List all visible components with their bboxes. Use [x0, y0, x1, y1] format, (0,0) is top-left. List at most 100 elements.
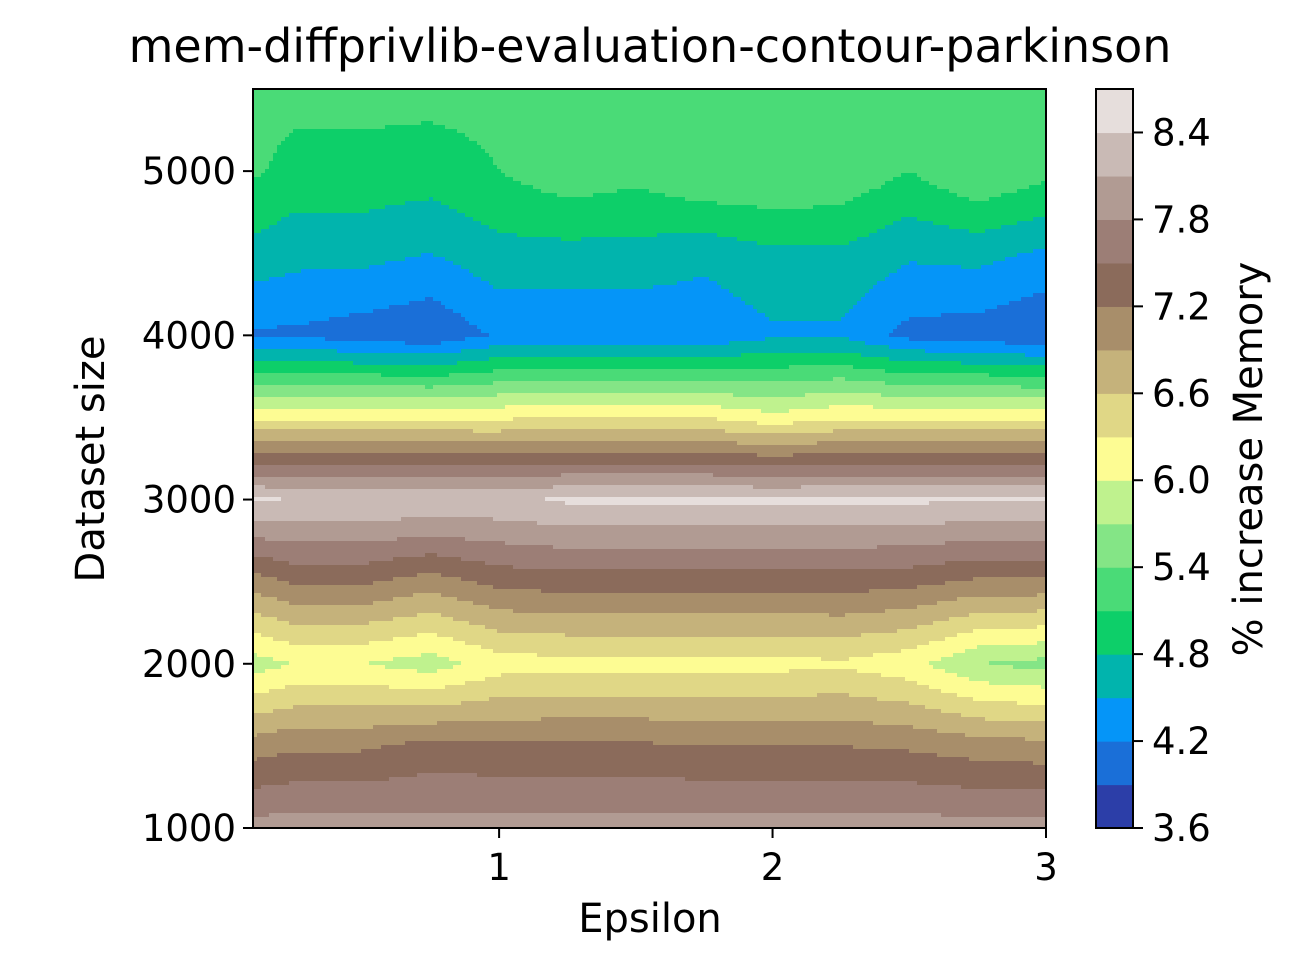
contour-cell	[449, 373, 990, 378]
contour-cell	[973, 577, 1046, 582]
contour-cell	[857, 237, 1046, 242]
contour-cell	[393, 617, 454, 622]
contour-cell	[989, 373, 1046, 378]
contour-cell	[541, 717, 650, 722]
contour-cell	[481, 145, 1046, 150]
contour-cell	[253, 817, 1046, 822]
contour-cell	[501, 169, 1046, 174]
contour-cell	[253, 633, 262, 638]
contour-cell	[337, 349, 462, 354]
contour-cell	[253, 97, 1046, 102]
contour-cell	[441, 341, 730, 346]
contour-cell	[985, 229, 1046, 234]
contour-cell	[301, 269, 470, 274]
contour-cell	[253, 89, 1046, 94]
contour-cell	[473, 429, 502, 434]
contour-cell	[873, 653, 954, 658]
contour-cell	[945, 541, 1046, 546]
contour-cell	[253, 381, 494, 386]
contour-cell	[437, 633, 566, 638]
contour-cell	[565, 633, 862, 638]
contour-cell	[253, 113, 1046, 118]
contour-cell	[369, 209, 458, 214]
contour-cell	[493, 369, 886, 374]
contour-cell	[1025, 353, 1046, 358]
contour-cell	[253, 565, 514, 570]
contour-cell	[405, 741, 654, 746]
contour-cell	[965, 649, 1046, 654]
contour-cell	[929, 661, 990, 666]
contour-cell	[961, 713, 1046, 718]
contour-cell	[521, 181, 886, 186]
contour-cell	[861, 353, 1026, 358]
contour-cell	[1033, 249, 1046, 254]
contour-cell	[373, 725, 914, 730]
contour-cell	[329, 317, 466, 322]
contour-cell	[353, 361, 458, 366]
contour-cell	[253, 445, 1046, 450]
contour-cell	[273, 557, 394, 562]
contour-cell	[897, 325, 1046, 330]
contour-cell	[253, 545, 554, 550]
contour-cell	[269, 813, 942, 818]
contour-cell	[253, 805, 1046, 810]
contour-cell	[449, 657, 822, 662]
contour-cell	[253, 357, 490, 362]
contour-cell	[309, 321, 470, 326]
contour-cell	[253, 345, 490, 350]
contour-cell	[957, 633, 1046, 638]
contour-cell	[253, 721, 438, 726]
contour-cell	[433, 297, 742, 302]
contour-cell	[433, 385, 1022, 390]
contour-cell	[717, 201, 846, 206]
colorbar-band	[1096, 480, 1133, 525]
contour-cell	[497, 393, 734, 398]
contour-cell	[505, 541, 946, 546]
contour-cell	[253, 825, 1046, 828]
contour-cell	[653, 741, 1046, 746]
contour-cell	[829, 613, 846, 618]
contour-cell	[253, 417, 514, 422]
contour-cell	[253, 241, 758, 246]
contour-cell	[709, 277, 886, 282]
contour-cell	[973, 629, 1046, 634]
contour-cell	[253, 253, 422, 258]
contour-cell	[821, 657, 850, 662]
contour-cell	[253, 449, 1046, 454]
contour-cell	[369, 561, 486, 566]
contour-cell	[405, 201, 442, 206]
contour-cell	[289, 601, 374, 606]
contour-cell	[561, 237, 582, 242]
contour-cell	[765, 337, 850, 342]
contour-cell	[253, 309, 374, 314]
contour-cell	[277, 145, 482, 150]
contour-cell	[665, 193, 862, 198]
contour-cell	[901, 173, 918, 178]
contour-cell	[253, 109, 1046, 114]
contour-cell	[253, 361, 354, 366]
contour-cell	[277, 577, 394, 582]
contour-cell	[489, 357, 890, 362]
contour-cell	[381, 373, 450, 378]
contour-cell	[477, 581, 946, 586]
contour-cell	[865, 341, 1006, 346]
contour-cell	[961, 265, 982, 270]
contour-cell	[253, 489, 1046, 494]
contour-cell	[593, 193, 666, 198]
contour-cell	[849, 693, 958, 698]
contour-cell	[253, 641, 290, 646]
contour-cell	[489, 333, 890, 338]
contour-cell	[537, 521, 946, 526]
contour-cell	[757, 453, 794, 458]
contour-cell	[385, 205, 450, 210]
contour-cell	[733, 293, 866, 298]
contour-cell	[733, 393, 806, 398]
colorbar-band	[1096, 567, 1133, 612]
contour-cell	[881, 673, 958, 678]
contour-cell	[277, 729, 938, 734]
contour-cell	[253, 765, 1046, 770]
contour-cell	[489, 153, 1046, 158]
contour-cell	[1021, 297, 1046, 302]
contour-cell	[909, 749, 1046, 754]
contour-cell	[949, 189, 1018, 194]
